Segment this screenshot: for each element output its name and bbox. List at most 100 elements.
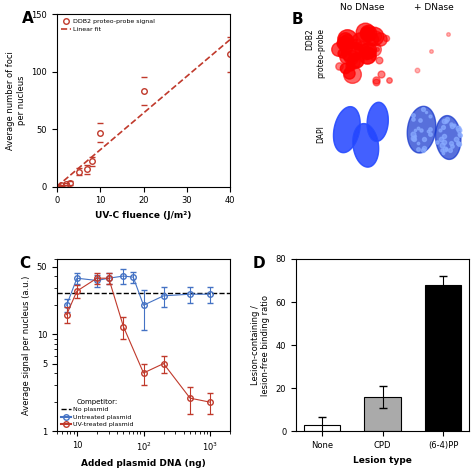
Point — [420, 145, 428, 152]
Point — [419, 146, 427, 154]
Legend: No plasmid, Untreated plasmid, UV-treated plasmid: No plasmid, Untreated plasmid, UV-treate… — [60, 398, 135, 428]
Point — [409, 130, 417, 137]
Point — [437, 135, 445, 143]
Point — [376, 36, 384, 43]
Point — [334, 46, 341, 53]
Point — [410, 111, 417, 119]
Point — [411, 132, 419, 140]
Bar — [425, 285, 461, 431]
Point — [339, 43, 347, 51]
Point — [349, 58, 357, 66]
Point — [414, 139, 422, 147]
Point — [455, 140, 462, 148]
Point — [454, 140, 462, 147]
Point — [346, 63, 354, 70]
Point — [377, 71, 385, 78]
Point — [448, 143, 456, 150]
Point — [341, 64, 348, 72]
Point — [427, 47, 435, 55]
Point — [363, 30, 371, 37]
Point — [336, 63, 343, 70]
Point — [443, 115, 451, 122]
Point — [447, 140, 455, 147]
Point — [364, 47, 371, 55]
Point — [342, 53, 349, 61]
Point — [439, 123, 447, 131]
X-axis label: Lesion type: Lesion type — [353, 456, 412, 465]
Point — [376, 56, 383, 64]
Point — [441, 145, 449, 153]
Point — [439, 149, 447, 157]
Point — [370, 54, 377, 61]
Polygon shape — [407, 106, 436, 153]
Point — [416, 116, 424, 123]
Point — [451, 121, 458, 129]
Point — [447, 120, 455, 128]
Point — [362, 28, 370, 36]
Point — [372, 78, 380, 85]
Point — [437, 126, 444, 134]
Point — [343, 36, 351, 44]
Point — [438, 141, 446, 149]
Point — [352, 57, 360, 64]
Point — [363, 29, 371, 37]
Point — [370, 46, 378, 53]
Point — [444, 30, 452, 38]
Point — [422, 109, 429, 116]
Point — [356, 37, 364, 45]
Point — [343, 35, 351, 43]
Polygon shape — [334, 107, 360, 153]
Point — [340, 39, 348, 47]
Point — [453, 135, 460, 143]
Point — [363, 51, 371, 58]
Text: A: A — [22, 11, 34, 26]
Point — [341, 35, 348, 43]
X-axis label: Added plasmid DNA (ng): Added plasmid DNA (ng) — [81, 459, 206, 468]
Point — [439, 146, 447, 154]
Point — [413, 67, 420, 74]
Point — [342, 44, 349, 51]
Point — [362, 52, 370, 60]
Y-axis label: Average signal per nucleus (a.u.): Average signal per nucleus (a.u.) — [22, 275, 31, 415]
Point — [348, 71, 356, 78]
Polygon shape — [436, 116, 461, 159]
Point — [440, 132, 448, 139]
Text: + DNase: + DNase — [414, 3, 454, 12]
Point — [345, 70, 353, 77]
Point — [353, 40, 360, 48]
Point — [442, 145, 450, 153]
Text: C: C — [19, 255, 30, 271]
Point — [425, 127, 432, 135]
Point — [371, 32, 378, 39]
Point — [420, 136, 428, 143]
Point — [347, 54, 355, 61]
Legend: DDB2 proteo-probe signal, Linear fit: DDB2 proteo-probe signal, Linear fit — [60, 18, 155, 34]
Point — [410, 135, 418, 143]
Point — [373, 32, 380, 39]
Polygon shape — [367, 102, 388, 141]
Bar — [365, 397, 401, 431]
Point — [409, 134, 416, 142]
Point — [443, 118, 450, 125]
Point — [414, 145, 422, 153]
Point — [373, 76, 380, 83]
Point — [455, 126, 463, 133]
Point — [369, 35, 376, 43]
Point — [454, 125, 461, 132]
Point — [337, 39, 344, 47]
Point — [374, 46, 381, 53]
Point — [411, 126, 419, 133]
Point — [351, 46, 359, 54]
Point — [417, 126, 424, 133]
Text: DAPI: DAPI — [316, 125, 325, 143]
Point — [448, 122, 456, 129]
Point — [455, 130, 463, 138]
Point — [386, 76, 393, 83]
Point — [433, 138, 441, 146]
Text: B: B — [291, 12, 303, 27]
X-axis label: UV-C fluence (J/m²): UV-C fluence (J/m²) — [95, 211, 191, 220]
Point — [441, 138, 448, 146]
Point — [338, 49, 346, 57]
Point — [446, 146, 454, 154]
Point — [347, 49, 355, 56]
